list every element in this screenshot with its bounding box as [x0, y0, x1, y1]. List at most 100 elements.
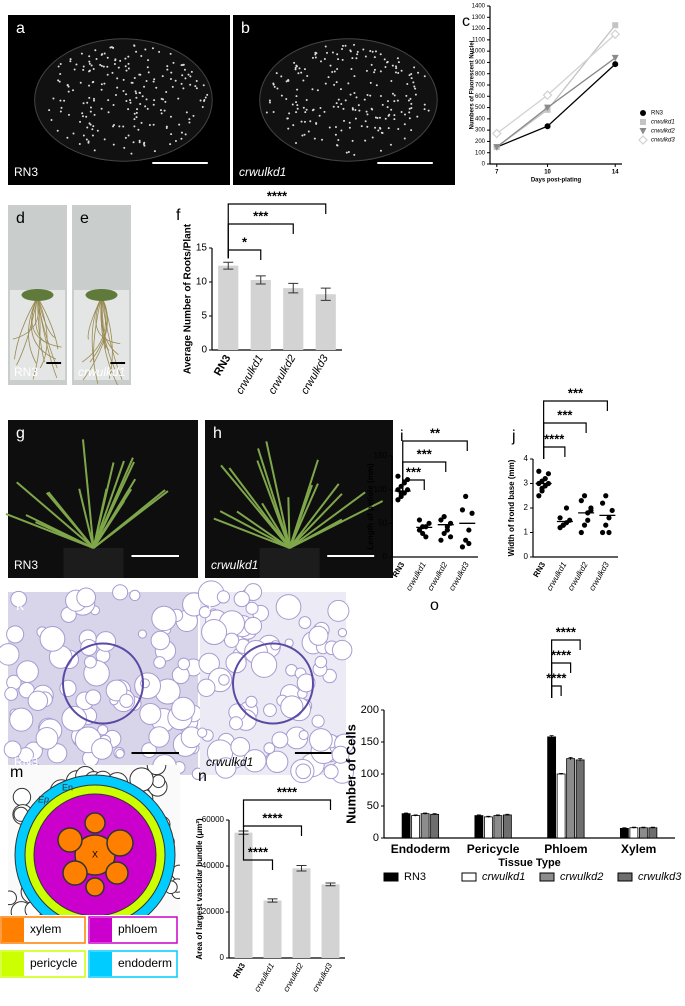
cell: [229, 716, 243, 731]
nucleus: [82, 68, 85, 71]
nucleus: [158, 50, 161, 53]
nucleus: [135, 111, 138, 114]
nucleus: [88, 62, 91, 65]
panel-letter: d: [16, 210, 25, 227]
nucleus: [110, 46, 113, 49]
marker: [638, 135, 648, 145]
data-point: [599, 500, 606, 506]
significance-bracket: [402, 440, 468, 492]
legend-label: phloem: [118, 922, 157, 936]
nucleus: [373, 68, 376, 71]
cell: [298, 616, 312, 629]
nucleus: [58, 80, 61, 83]
nucleus: [328, 126, 331, 129]
nucleus: [79, 81, 82, 84]
leaf: [265, 441, 291, 549]
nucleus: [63, 99, 66, 102]
nucleus: [363, 98, 366, 101]
x-axis-label: Tissue Type: [498, 857, 561, 869]
nucleus: [106, 73, 109, 76]
error-bar: [622, 827, 627, 830]
nucleus: [59, 62, 62, 65]
nucleus: [160, 97, 163, 100]
y-tick-label: 1: [524, 528, 529, 537]
y-tick-label: 20000: [202, 907, 225, 916]
nucleus: [188, 118, 191, 121]
cell: [153, 656, 167, 669]
x-tick-label: crwulkd3: [299, 352, 332, 396]
cell: [323, 764, 339, 780]
nucleus: [103, 52, 106, 55]
x-tick-label: crwulkd2: [281, 961, 305, 993]
x-tick-label: 7: [495, 170, 499, 176]
nucleus: [50, 119, 53, 122]
nucleus: [66, 136, 69, 139]
cell: [61, 705, 88, 732]
nucleus: [396, 57, 399, 60]
nucleus: [90, 64, 93, 67]
tissue-label: Ep: [38, 794, 49, 804]
nucleus: [414, 93, 417, 96]
y-tick-label: 15: [196, 243, 208, 254]
cell: [139, 702, 162, 725]
significance-label: ***: [557, 407, 573, 422]
significance-label: ****: [556, 624, 577, 639]
data-point: [426, 520, 432, 526]
y-tick-label: 500: [475, 105, 486, 111]
legend-swatch: [461, 872, 477, 882]
root: [14, 296, 38, 360]
nucleus: [340, 102, 343, 105]
series-line: [496, 24, 616, 148]
nucleus: [391, 92, 394, 95]
legend-label: crwulkd1: [482, 871, 525, 883]
significance-bracket: [242, 799, 332, 828]
y-tick-label: 800: [475, 71, 486, 77]
nucleus: [268, 99, 271, 102]
y-tick-label: 400: [475, 116, 486, 122]
data-point: [599, 529, 606, 536]
nucleus: [397, 128, 400, 131]
nucleus: [185, 111, 188, 114]
error-bar: [495, 814, 500, 817]
nucleus: [314, 53, 317, 56]
nucleus: [145, 79, 148, 82]
x-tick-label: crwulkd1: [234, 353, 266, 397]
root: [81, 296, 106, 363]
cell: [197, 727, 208, 738]
cell: [151, 605, 177, 632]
nucleus: [280, 75, 283, 78]
nucleus: [133, 77, 136, 80]
cortex-cell: [8, 890, 17, 906]
nucleus: [287, 127, 290, 130]
nucleus: [331, 71, 334, 74]
legend-label: crwulkd2: [560, 871, 603, 883]
nucleus: [174, 140, 177, 143]
cell: [218, 674, 230, 686]
x-tick-label: Endoderm: [391, 842, 450, 856]
nucleus: [204, 96, 207, 99]
nucleus: [408, 74, 411, 77]
bar: [315, 294, 336, 350]
cell: [85, 689, 102, 706]
error-bar: [413, 814, 418, 817]
nucleus: [161, 75, 164, 78]
data-point: [459, 544, 466, 550]
nucleus: [85, 138, 88, 141]
nucleus: [127, 67, 130, 70]
nucleus: [89, 106, 92, 109]
data-point: [459, 507, 466, 513]
nucleus: [181, 74, 184, 77]
nucleus: [355, 96, 358, 99]
nucleus: [67, 85, 70, 88]
nucleus: [100, 64, 103, 67]
nucleus: [295, 111, 298, 114]
nucleus: [357, 104, 360, 107]
nucleus: [380, 131, 383, 134]
nucleus: [303, 133, 306, 136]
nucleus: [353, 92, 356, 95]
root: [101, 296, 107, 350]
nucleus: [119, 59, 122, 62]
legend-label: RN3: [404, 871, 426, 883]
